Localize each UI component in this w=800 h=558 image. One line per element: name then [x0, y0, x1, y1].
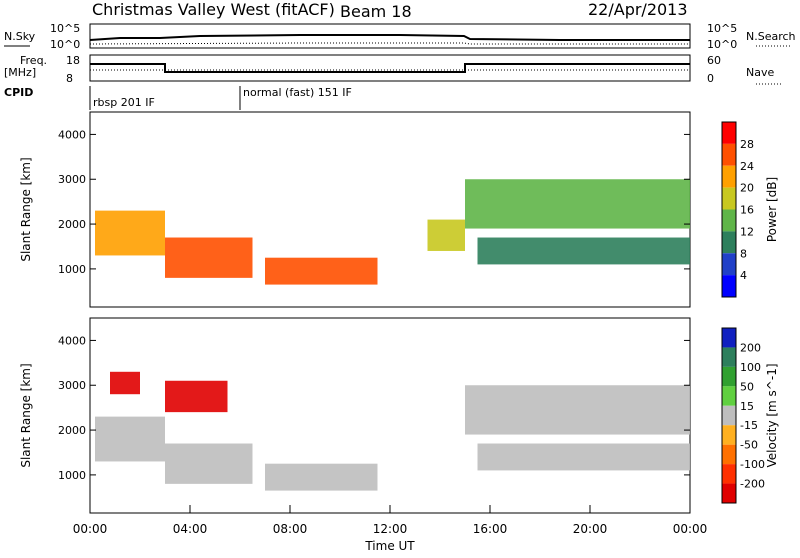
- velocity-ytick-label-2: 3000: [58, 379, 86, 392]
- xtick-label-6: 00:00: [673, 522, 708, 536]
- power-colorbar-tick-1: 8: [740, 247, 747, 260]
- velocity-region-0: [95, 416, 165, 462]
- freq-trace: [90, 63, 690, 73]
- freq-tick-bottom: 8: [66, 72, 73, 85]
- freq-label-2: [MHz]: [4, 66, 36, 79]
- velocity-colorbar-swatch-3: [722, 386, 736, 406]
- power-colorbar-tick-0: 4: [740, 269, 747, 282]
- xtick-label-1: 04:00: [173, 522, 208, 536]
- nsky-tick-top: 10^5: [50, 22, 80, 35]
- velocity-region-5: [465, 385, 690, 435]
- power-colorbar-swatch-6: [722, 253, 736, 276]
- cpid-row: CPID rbsp 201 IF normal (fast) 151 IF: [4, 86, 352, 110]
- velocity-colorbar-tick-5: -50: [740, 439, 758, 452]
- power-ytick-label-0: 1000: [58, 263, 86, 276]
- power-colorbar-swatch-4: [722, 209, 736, 232]
- power-region-1: [165, 237, 253, 278]
- nsearch-tick-bottom: 10^0: [707, 38, 737, 51]
- cpid-segment-1: rbsp 201 IF: [93, 96, 155, 109]
- power-colorbar-swatch-3: [722, 187, 736, 210]
- power-colorbar-swatch-2: [722, 165, 736, 188]
- velocity-colorbar-tick-4: -15: [740, 419, 758, 432]
- velocity-region-3: [165, 380, 228, 413]
- velocity-ytick-label-3: 4000: [58, 334, 86, 347]
- x-axis-label: Time UT: [364, 539, 415, 553]
- power-colorbar-tick-3: 16: [740, 204, 754, 217]
- velocity-colorbar-swatch-6: [722, 444, 736, 465]
- velocity-colorbar-swatch-5: [722, 425, 736, 445]
- power-region-0: [95, 210, 165, 256]
- power-region-5: [477, 237, 690, 265]
- beam-title: Beam 18: [340, 2, 412, 21]
- velocity-ytick-label-0: 1000: [58, 469, 86, 482]
- velocity-colorbar-swatch-8: [722, 483, 736, 503]
- xtick-label-4: 16:00: [473, 522, 508, 536]
- xtick-label-0: 00:00: [73, 522, 108, 536]
- power-ytick-label-3: 4000: [58, 128, 86, 141]
- xtick-label-3: 12:00: [373, 522, 408, 536]
- power-colorbar-tick-6: 28: [740, 138, 754, 151]
- freq-panel: Freq. [MHz] 18 8 60 0 Nave: [4, 54, 782, 85]
- nsearch-tick-top: 10^5: [707, 22, 737, 35]
- velocity-region-2: [265, 463, 378, 491]
- velocity-ytick-label-1: 2000: [58, 424, 86, 437]
- power-colorbar-label: Power [dB]: [765, 177, 779, 242]
- date-title: 22/Apr/2013: [588, 0, 688, 19]
- xtick-label-2: 08:00: [273, 522, 308, 536]
- power-colorbar-swatch-5: [722, 231, 736, 254]
- nsky-label: N.Sky: [4, 30, 36, 43]
- velocity-colorbar-swatch-7: [722, 464, 736, 484]
- velocity-region-1: [165, 443, 253, 484]
- nsearch-trace: [89, 42, 690, 45]
- velocity-colorbar-swatch-4: [722, 405, 736, 426]
- freq-tick-top: 18: [66, 54, 80, 67]
- velocity-ylabel: Slant Range [km]: [19, 363, 33, 467]
- nsky-tick-bottom: 10^0: [50, 38, 80, 51]
- velocity-region-6: [477, 443, 690, 471]
- velocity-colorbar-tick-0: 200: [740, 341, 761, 354]
- power-ytick-label-1: 2000: [58, 218, 86, 231]
- power-colorbar-tick-2: 12: [740, 225, 754, 238]
- power-ylabel: Slant Range [km]: [19, 157, 33, 261]
- velocity-region-4: [110, 371, 140, 395]
- power-colorbar-tick-4: 20: [740, 182, 754, 195]
- velocity-colorbar-tick-6: -100: [740, 458, 765, 471]
- velocity-colorbar-swatch-0: [722, 328, 736, 348]
- power-region-2: [265, 257, 378, 285]
- power-colorbar-swatch-1: [722, 143, 736, 166]
- power-colorbar-swatch-0: [722, 122, 736, 144]
- cpid-segment-2: normal (fast) 151 IF: [243, 86, 352, 99]
- freq-label-1: Freq.: [20, 54, 47, 67]
- power-colorbar-tick-5: 24: [740, 160, 754, 173]
- power-ytick-label-2: 3000: [58, 173, 86, 186]
- heatmap-plots: 1000 2000 3000 4000 Slant Range [km] 4 8 12 16 20…: [19, 111, 779, 553]
- velocity-colorbar-swatch-2: [722, 366, 736, 387]
- nave-label: Nave: [746, 66, 774, 79]
- nsearch-label: N.Search: [746, 30, 796, 43]
- velocity-colorbar-tick-7: -200: [740, 478, 765, 491]
- velocity-colorbar-tick-1: 100: [740, 361, 761, 374]
- nave-tick-bottom: 0: [707, 72, 714, 85]
- velocity-colorbar-frame: [721, 327, 737, 504]
- nsky-trace: [89, 34, 690, 41]
- nave-tick-top: 60: [707, 54, 721, 67]
- nsky-panel: N.Sky 10^5 10^0 N.Search 10^5 10^0: [4, 22, 796, 51]
- velocity-colorbar-label: Velocity [m s^-1]: [765, 363, 779, 467]
- power-region-3: [427, 219, 465, 251]
- velocity-colorbar-tick-2: 50: [740, 380, 754, 393]
- cpid-label: CPID: [4, 86, 33, 99]
- xtick-label-5: 20:00: [573, 522, 608, 536]
- station-title: Christmas Valley West (fitACF): [92, 0, 335, 19]
- velocity-colorbar-swatch-1: [722, 347, 736, 367]
- velocity-colorbar-tick-3: 15: [740, 400, 754, 413]
- power-colorbar-frame: [721, 121, 737, 298]
- power-colorbar-swatch-7: [722, 275, 736, 297]
- power-region-4: [465, 179, 690, 229]
